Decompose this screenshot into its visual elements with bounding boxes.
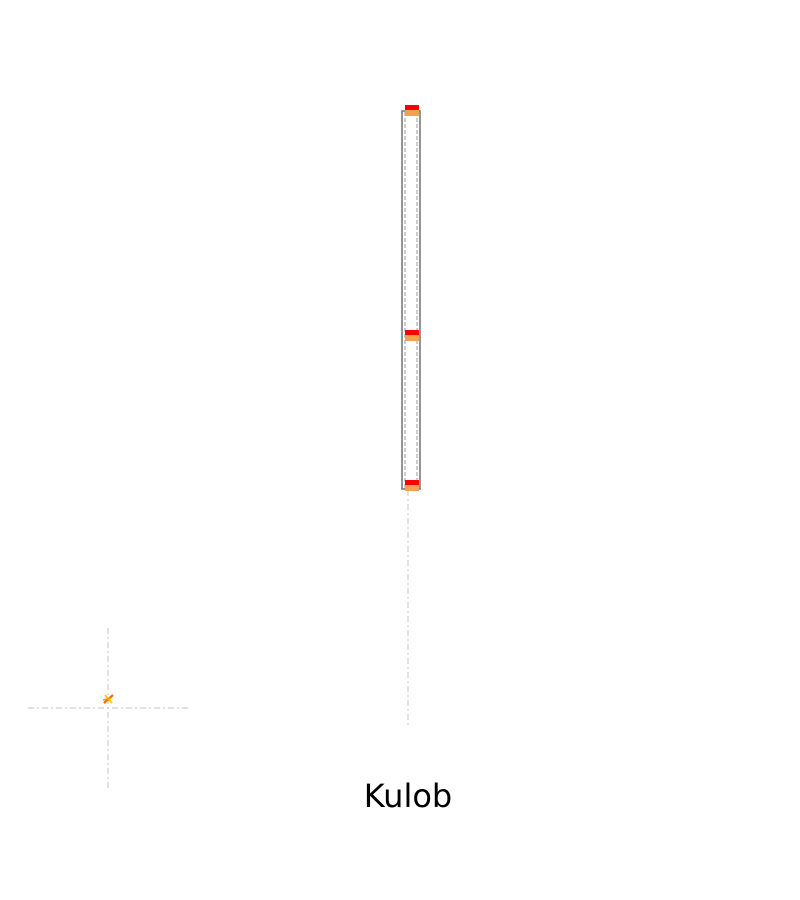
node-marker-bottom	[405, 480, 419, 491]
node-marker-middle	[405, 330, 419, 341]
node-marker-top	[405, 105, 419, 116]
vertical-rail	[401, 110, 421, 490]
crosshair-guide	[28, 628, 188, 788]
orange-x-icon	[102, 694, 114, 704]
place-name-label: Kulob	[363, 777, 453, 815]
